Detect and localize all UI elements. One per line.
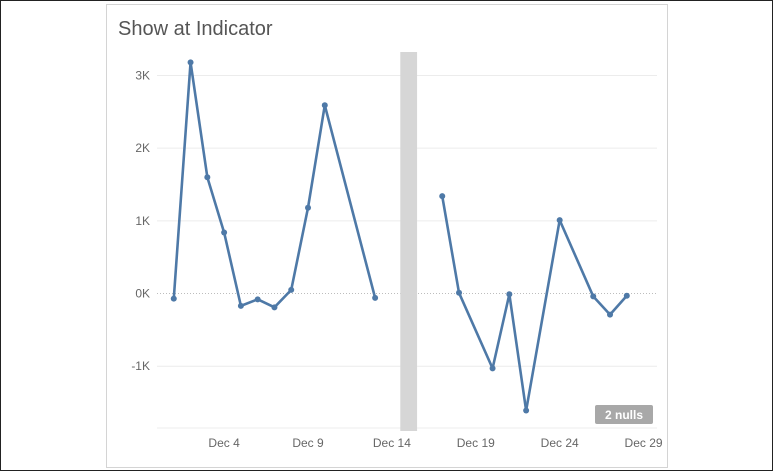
data-point[interactable] [523, 407, 530, 414]
series-lines [172, 61, 629, 412]
series-segment [440, 194, 461, 295]
y-tick-label: 1K [135, 214, 150, 228]
series-segment [558, 218, 595, 298]
data-point[interactable] [556, 217, 563, 224]
series-segment [206, 175, 226, 234]
data-point[interactable] [237, 302, 244, 309]
y-tick-label: 0K [135, 287, 150, 301]
series-segment [457, 291, 494, 370]
axis-labels: 3K 2K 1K 0K -1K Dec 4 Dec 9 Dec 14 Dec 19 Dec 24 D… [131, 68, 663, 450]
data-point[interactable] [456, 289, 463, 296]
x-tick-label: Dec 29 [625, 436, 663, 450]
null-band-layer [400, 52, 418, 431]
y-tick-label: 2K [135, 141, 150, 155]
x-tick-label: Dec 14 [373, 436, 411, 450]
x-tick-label: Dec 9 [292, 436, 324, 450]
x-tick-label: Dec 4 [208, 436, 240, 450]
data-point[interactable] [607, 311, 614, 318]
series-segment [306, 103, 327, 210]
x-tick-label: Dec 19 [457, 436, 495, 450]
series-segment [491, 292, 511, 370]
data-point[interactable] [372, 294, 379, 301]
series-segment [508, 292, 528, 412]
nulls-indicator[interactable]: 2 nulls [595, 405, 653, 424]
data-point[interactable] [271, 304, 278, 311]
data-point[interactable] [590, 293, 597, 300]
data-point[interactable] [221, 229, 228, 236]
series-segment [289, 206, 310, 292]
data-point[interactable] [321, 102, 328, 109]
nulls-badge-label[interactable]: 2 nulls [605, 408, 643, 422]
series-points [170, 59, 630, 414]
chart-title: Show at Indicator [118, 18, 273, 40]
data-point[interactable] [506, 291, 513, 298]
series-segment [239, 298, 259, 308]
y-tick-label: 3K [135, 68, 150, 82]
series-segment [273, 288, 293, 309]
data-point[interactable] [187, 59, 194, 66]
data-point[interactable] [623, 292, 630, 299]
data-point[interactable] [204, 174, 211, 181]
series-segment [189, 61, 209, 179]
series-segment [172, 61, 192, 300]
data-point[interactable] [170, 295, 177, 302]
y-tick-label: -1K [131, 359, 150, 373]
nulls-badge[interactable] [595, 405, 653, 424]
series-segment [524, 218, 561, 412]
data-point[interactable] [288, 286, 295, 293]
x-tick-label: Dec 24 [541, 436, 579, 450]
series-segment [591, 295, 612, 316]
series-segment [256, 298, 276, 309]
series-segment [608, 294, 629, 316]
null-band [400, 52, 418, 431]
data-point[interactable] [254, 296, 261, 303]
series-segment [323, 103, 377, 300]
series-segment [222, 231, 243, 308]
data-point[interactable] [439, 193, 446, 200]
chart-card: Show at Indicator [106, 4, 668, 468]
data-point[interactable] [489, 365, 496, 372]
data-point[interactable] [305, 204, 312, 211]
